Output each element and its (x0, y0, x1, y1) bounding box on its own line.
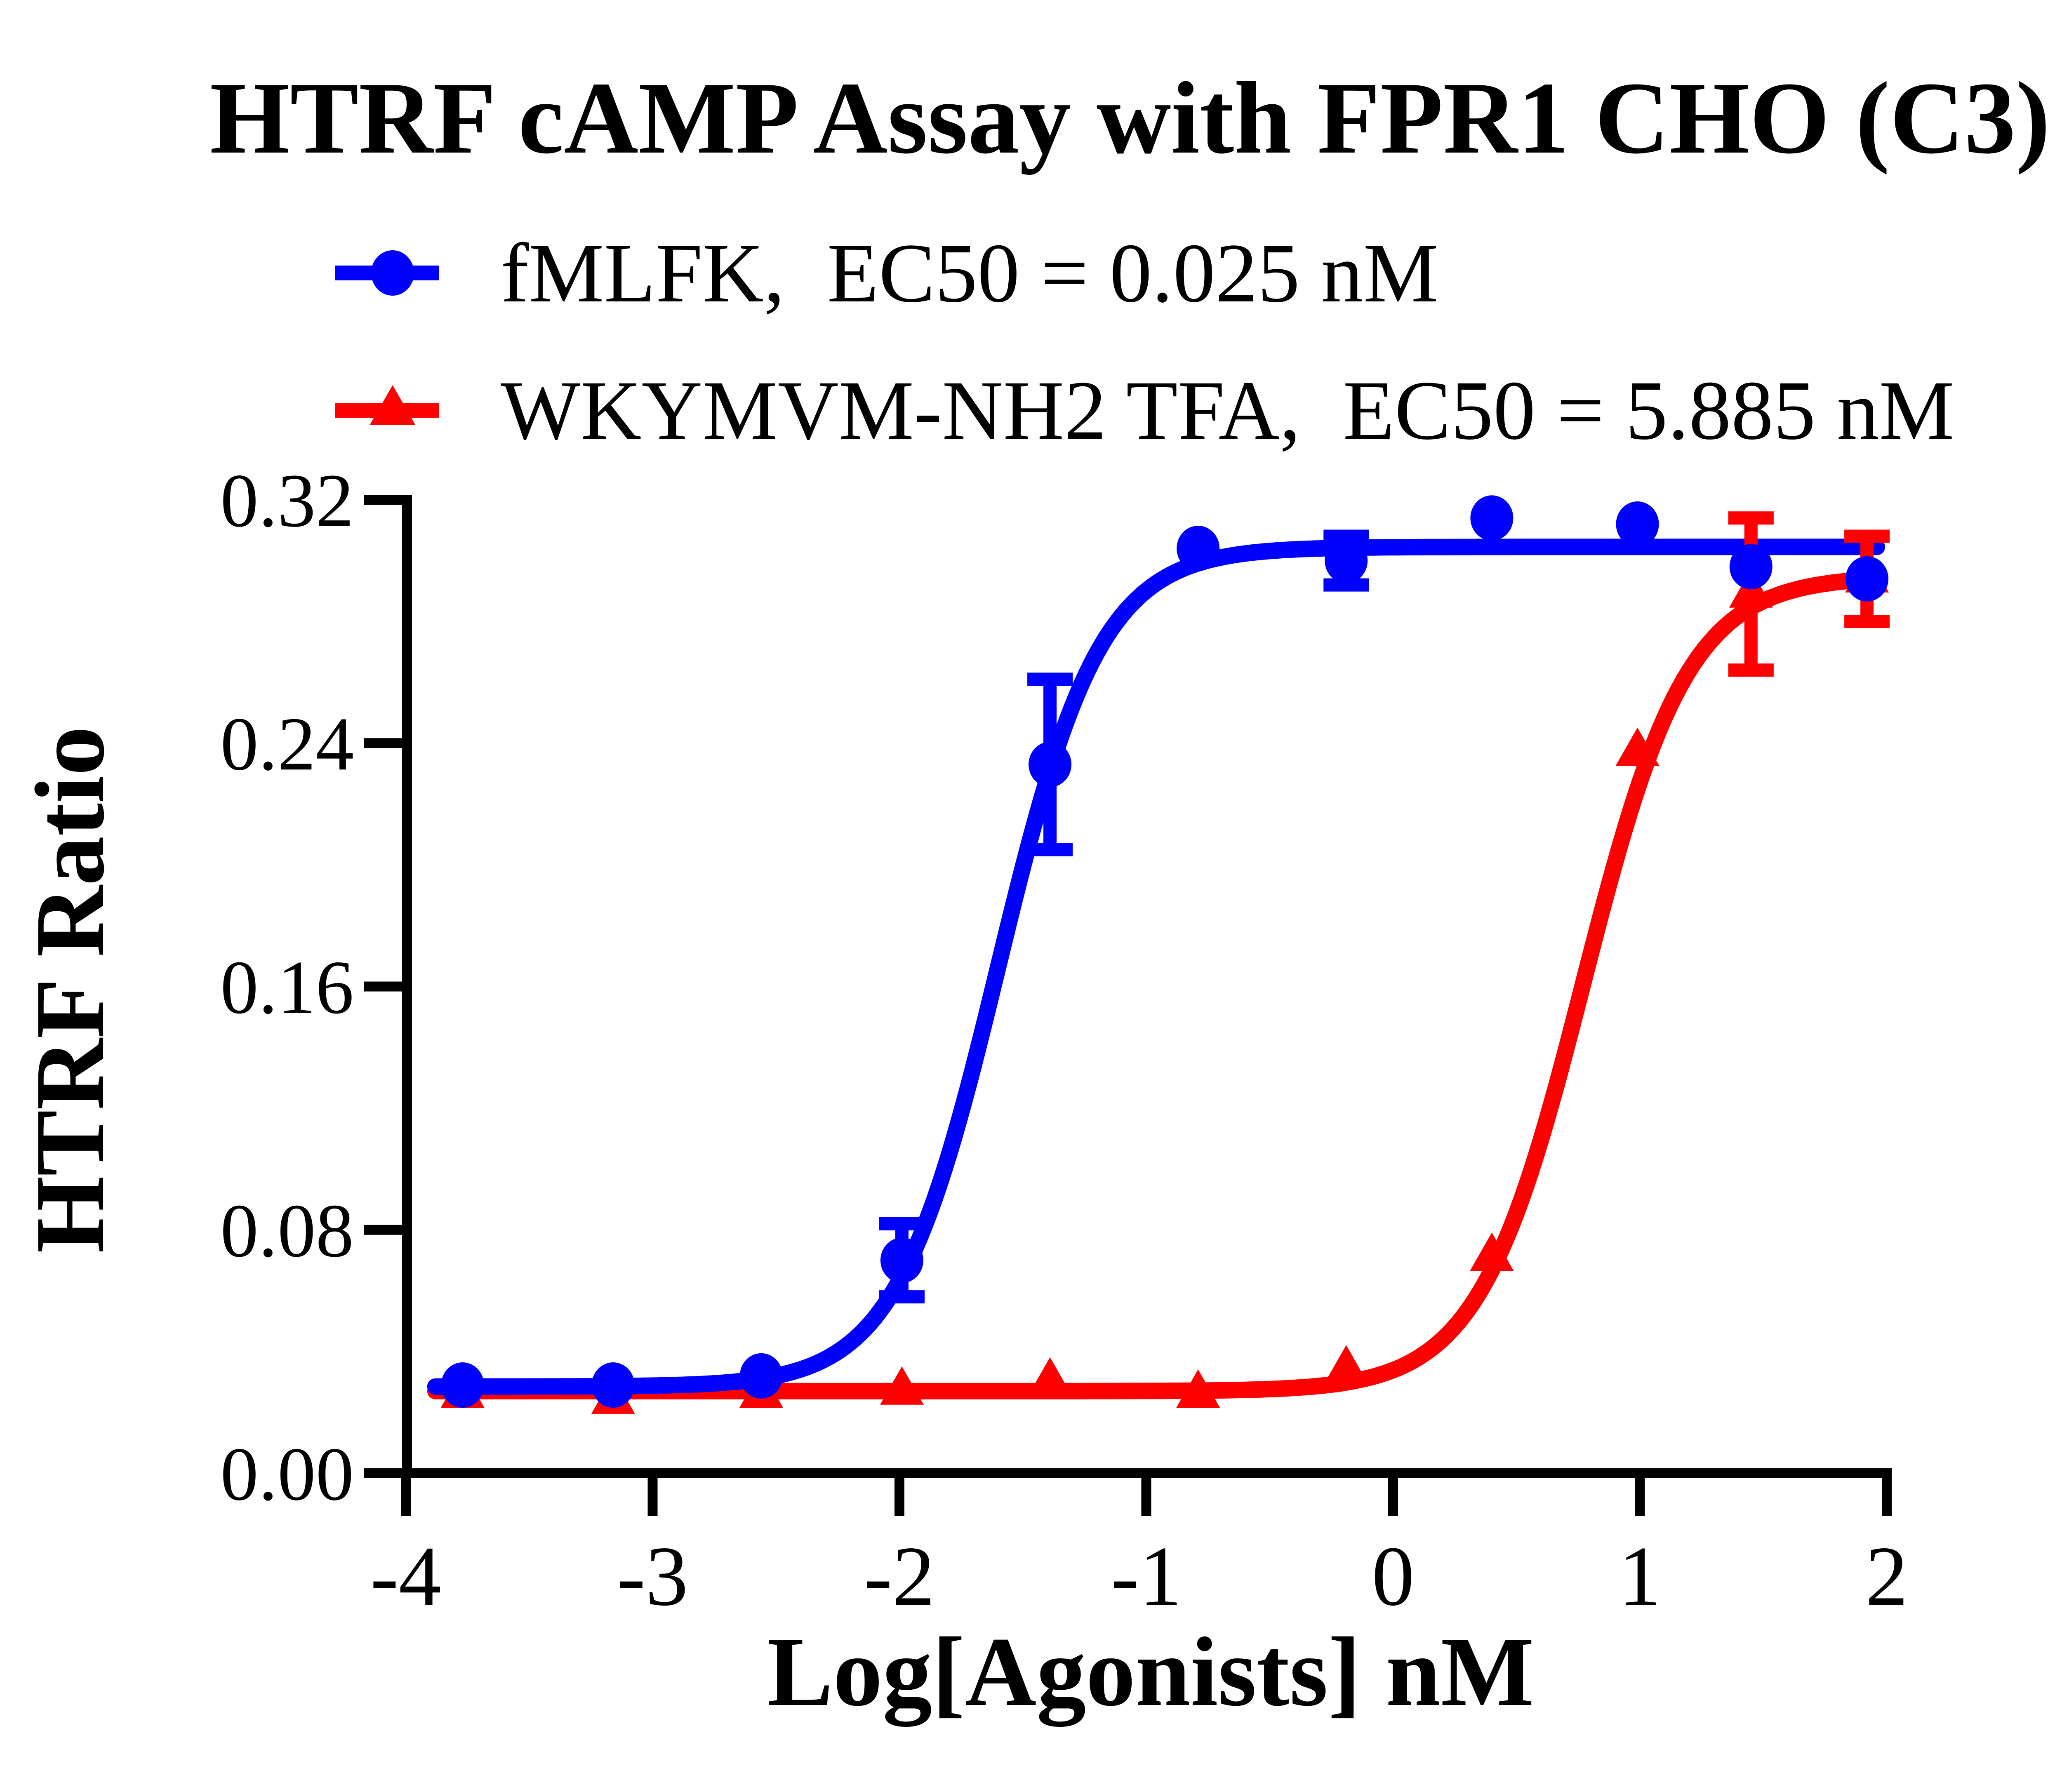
data-point-triangle-wkymvm (1615, 727, 1659, 766)
x-tick (1388, 1478, 1398, 1516)
data-point-circle-fmlfk (1845, 556, 1889, 602)
legend-item-fmlfk: fMLFK, EC50 = 0.025 nM (335, 226, 1438, 320)
x-tick (647, 1478, 658, 1516)
data-point-circle-fmlfk (1729, 544, 1772, 590)
data-point-circle-fmlfk (591, 1362, 635, 1408)
legend-label-wkymvm: WKYMVM-NH2 TFA, EC50 = 5.885 nM (501, 364, 1954, 457)
data-point-triangle-wkymvm (1324, 1345, 1368, 1384)
legend-item-wkymvm: WKYMVM-NH2 TFA, EC50 = 5.885 nM (335, 364, 1954, 457)
x-tick-label: 1 (1619, 1529, 1662, 1623)
data-point-circle-fmlfk (1616, 501, 1659, 547)
fit-curve-fmlfk (427, 539, 1885, 1395)
plot-area: 0.00 0.08 0.16 0.24 0.32 -4 -3 -2 -1 0 1 2 (220, 459, 1908, 1623)
chart-title: HTRF cAMP Assay with FPR1 CHO (C3) (210, 61, 2050, 175)
x-axis-spine (402, 1468, 1892, 1478)
legend-triangle-icon (370, 385, 415, 425)
x-tick (1141, 1478, 1151, 1516)
x-tick-label: 2 (1865, 1529, 1908, 1623)
y-tick-label: 0.32 (220, 459, 354, 543)
legend-label-fmlfk: fMLFK, EC50 = 0.025 nM (501, 226, 1438, 320)
data-point-circle-fmlfk (1470, 495, 1514, 541)
y-tick (364, 738, 402, 748)
fit-curve-wkymvm (427, 570, 1885, 1399)
y-tick-label: 0.24 (220, 702, 354, 786)
x-tick (1882, 1478, 1892, 1516)
x-tick (1635, 1478, 1645, 1516)
y-tick (364, 1468, 402, 1478)
data-point-triangle-wkymvm (1176, 1369, 1220, 1408)
data-point-circle-fmlfk (441, 1362, 484, 1408)
data-point-circle-fmlfk (880, 1237, 923, 1283)
y-tick (364, 1225, 402, 1235)
data-point-circle-fmlfk (739, 1353, 783, 1399)
data-point-triangle-wkymvm (880, 1366, 924, 1405)
x-tick (894, 1478, 904, 1516)
legend: fMLFK, EC50 = 0.025 nM WKYMVM-NH2 TFA, E… (335, 226, 1954, 457)
x-tick-label: 0 (1372, 1529, 1415, 1623)
data-point-circle-fmlfk (1325, 538, 1368, 583)
data-point-triangle-wkymvm (1028, 1357, 1072, 1396)
y-tick (364, 495, 402, 505)
y-tick-label: 0.08 (220, 1189, 354, 1273)
y-tick-label: 0.16 (220, 945, 354, 1030)
x-tick-label: -1 (1111, 1529, 1182, 1623)
y-tick-label: 0.00 (220, 1432, 354, 1517)
y-axis-title: HTRF Ratio (15, 726, 125, 1253)
x-tick-label: -3 (617, 1529, 688, 1623)
data-point-circle-fmlfk (1177, 526, 1220, 571)
y-tick (364, 981, 402, 992)
data-point-circle-fmlfk (1029, 741, 1072, 787)
x-axis-title: Log[Agonists] nM (767, 1617, 1534, 1727)
y-axis-spine (402, 495, 412, 1478)
x-tick-label: -4 (370, 1529, 441, 1623)
data-point-triangle-wkymvm (1470, 1232, 1514, 1271)
x-tick (401, 1478, 411, 1516)
x-tick-label: -2 (864, 1529, 935, 1623)
legend-circle-icon (371, 250, 414, 296)
